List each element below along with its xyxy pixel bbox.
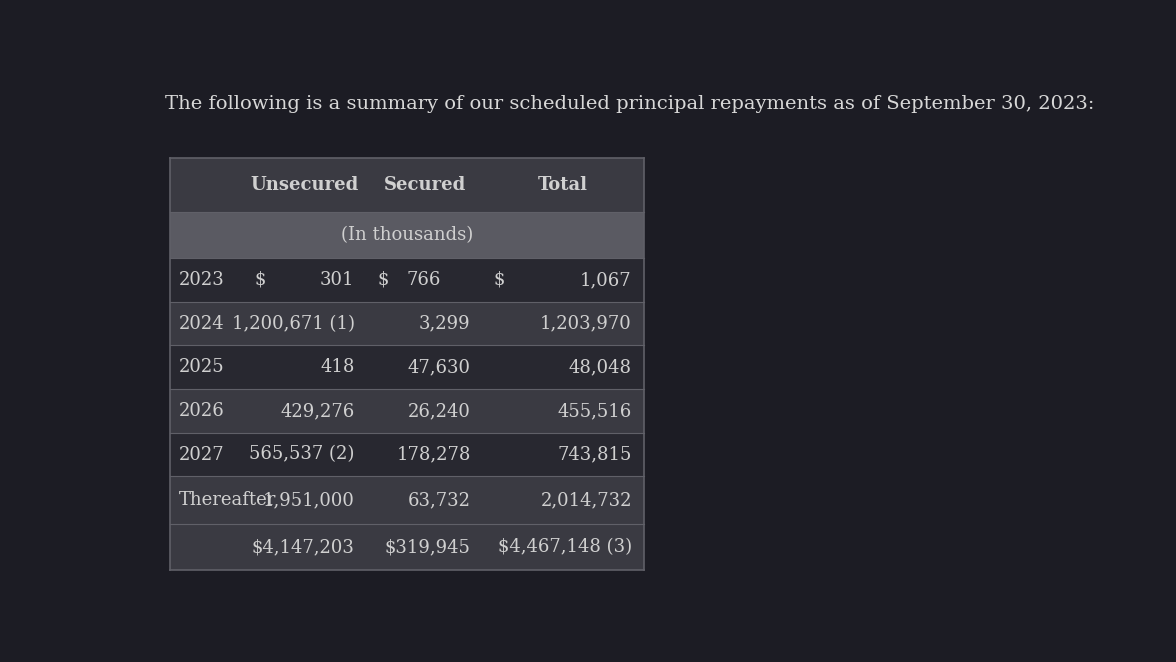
Text: Secured: Secured <box>383 177 466 195</box>
Bar <box>169 302 643 346</box>
Text: Total: Total <box>539 177 588 195</box>
Text: Thereafter: Thereafter <box>179 491 276 509</box>
Text: Unsecured: Unsecured <box>250 177 359 195</box>
Text: 178,278: 178,278 <box>396 446 470 463</box>
Bar <box>169 433 643 477</box>
Text: $: $ <box>254 271 266 289</box>
Text: 1,203,970: 1,203,970 <box>540 314 632 332</box>
Text: $: $ <box>377 271 389 289</box>
Text: 47,630: 47,630 <box>408 358 470 376</box>
Bar <box>169 346 643 389</box>
Text: 2027: 2027 <box>179 446 225 463</box>
Text: $319,945: $319,945 <box>385 538 470 556</box>
Text: 63,732: 63,732 <box>408 491 470 509</box>
Text: 2024: 2024 <box>179 314 225 332</box>
Text: 418: 418 <box>320 358 355 376</box>
Text: 48,048: 48,048 <box>569 358 632 376</box>
Text: $4,147,203: $4,147,203 <box>252 538 355 556</box>
Text: 2,014,732: 2,014,732 <box>540 491 632 509</box>
Text: 2026: 2026 <box>179 402 225 420</box>
Bar <box>169 258 643 302</box>
Text: The following is a summary of our scheduled principal repayments as of September: The following is a summary of our schedu… <box>165 95 1095 113</box>
Bar <box>169 213 643 258</box>
Text: 1,951,000: 1,951,000 <box>262 491 355 509</box>
Bar <box>169 477 643 524</box>
Text: 1,200,671 (1): 1,200,671 (1) <box>232 314 355 332</box>
Text: 301: 301 <box>320 271 355 289</box>
Text: 3,299: 3,299 <box>419 314 470 332</box>
Text: 2023: 2023 <box>179 271 225 289</box>
Text: 743,815: 743,815 <box>557 446 632 463</box>
Text: 766: 766 <box>407 271 441 289</box>
Text: $4,467,148 (3): $4,467,148 (3) <box>497 538 632 556</box>
Bar <box>169 524 643 570</box>
Text: 2025: 2025 <box>179 358 225 376</box>
Text: 565,537 (2): 565,537 (2) <box>249 446 355 463</box>
Bar <box>169 389 643 433</box>
Text: 455,516: 455,516 <box>557 402 632 420</box>
Text: 26,240: 26,240 <box>408 402 470 420</box>
Text: 1,067: 1,067 <box>580 271 632 289</box>
Text: $: $ <box>494 271 505 289</box>
Text: (In thousands): (In thousands) <box>341 226 473 244</box>
Text: 429,276: 429,276 <box>280 402 355 420</box>
